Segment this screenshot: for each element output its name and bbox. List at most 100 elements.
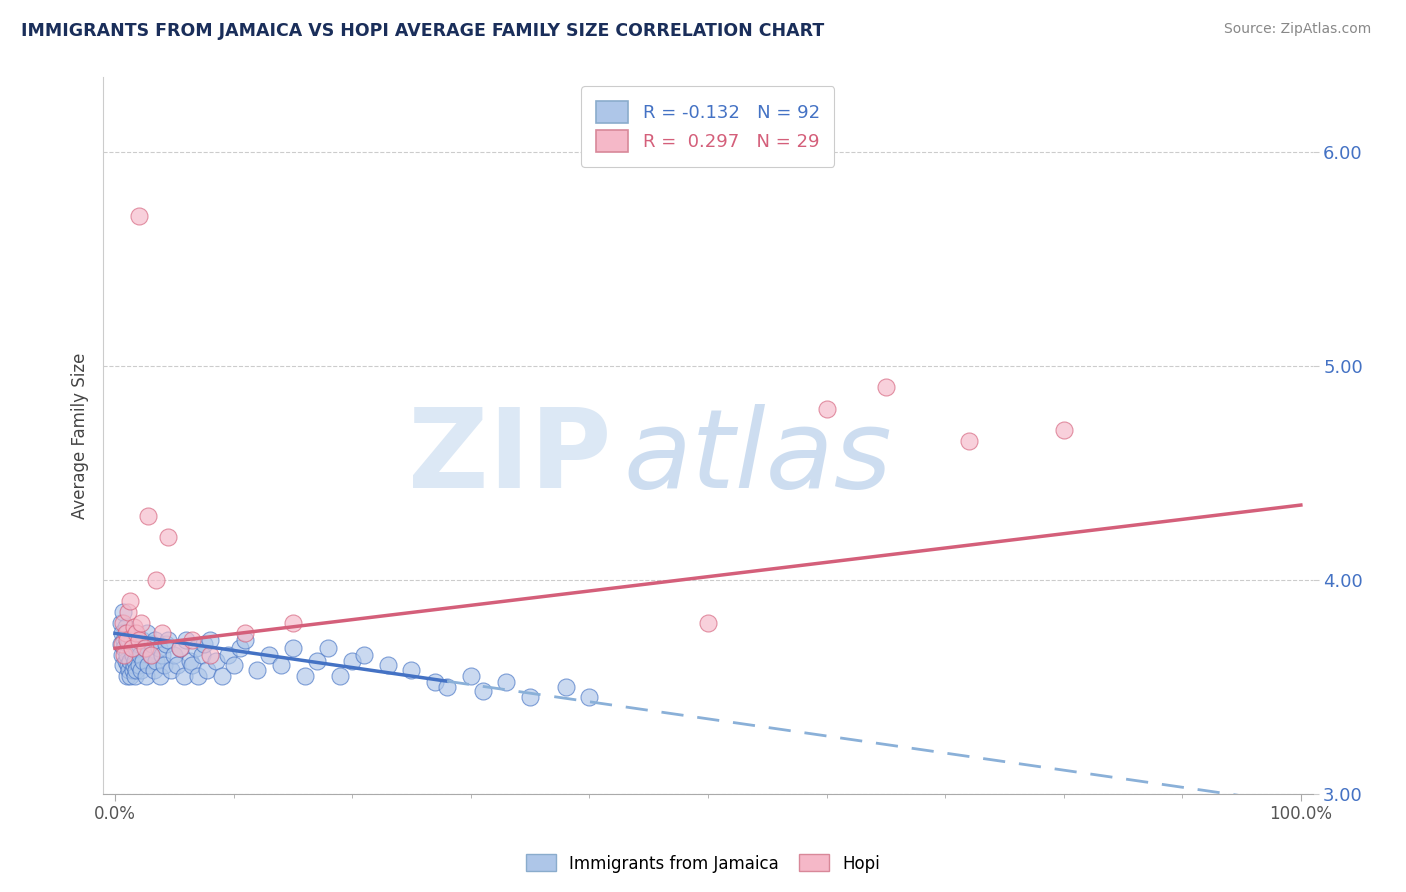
Point (149, 669, 172, 683)
Point (139, 648, 162, 662)
Point (128, 210, 150, 224)
Point (401, 663, 423, 677)
Point (148, 641, 170, 656)
Point (198, 632, 221, 647)
Point (257, 648, 280, 662)
Point (141, 637, 163, 651)
Text: atlas: atlas (623, 403, 891, 510)
Legend: Immigrants from Jamaica, Hopi: Immigrants from Jamaica, Hopi (519, 847, 887, 880)
Point (211, 669, 233, 683)
Point (294, 669, 316, 683)
Point (198, 648, 221, 662)
Point (217, 648, 239, 662)
Point (115, 626, 138, 640)
Point (152, 626, 174, 640)
Point (143, 663, 166, 677)
Point (114, 654, 136, 668)
Point (122, 620, 145, 634)
Point (152, 658, 174, 673)
Point (152, 648, 174, 662)
Point (134, 641, 156, 656)
Point (115, 669, 138, 683)
Text: IMMIGRANTS FROM JAMAICA VS HOPI AVERAGE FAMILY SIZE CORRELATION CHART: IMMIGRANTS FROM JAMAICA VS HOPI AVERAGE … (21, 22, 824, 40)
Point (169, 641, 191, 656)
Point (305, 654, 328, 668)
Point (114, 626, 136, 640)
Point (112, 615, 135, 630)
Point (173, 669, 195, 683)
Point (112, 605, 135, 619)
Point (181, 632, 204, 647)
Point (270, 830, 292, 844)
Point (318, 641, 340, 656)
Point (128, 632, 150, 647)
Point (128, 658, 150, 673)
Legend: R = -0.132   N = 92, R =  0.297   N = 29: R = -0.132 N = 92, R = 0.297 N = 29 (582, 87, 834, 167)
Point (120, 594, 142, 608)
Point (128, 637, 150, 651)
Point (134, 641, 156, 656)
Point (117, 605, 139, 619)
Point (377, 658, 399, 673)
Point (235, 632, 257, 647)
Point (128, 648, 150, 662)
Point (353, 648, 375, 662)
Point (121, 641, 143, 656)
Point (120, 669, 142, 683)
Text: ZIP: ZIP (408, 403, 612, 510)
Point (246, 663, 269, 677)
Point (135, 669, 157, 683)
Point (204, 654, 226, 668)
Point (110, 615, 132, 630)
Point (436, 680, 458, 694)
Point (131, 632, 153, 647)
Point (495, 675, 517, 690)
Point (697, 615, 720, 630)
Point (112, 658, 135, 673)
Point (228, 641, 250, 656)
Point (519, 690, 541, 705)
Point (166, 658, 188, 673)
Point (460, 669, 482, 683)
Point (425, 675, 447, 690)
Y-axis label: Average Family Size: Average Family Size (72, 352, 89, 519)
Point (184, 641, 207, 656)
Point (145, 654, 167, 668)
Point (114, 641, 136, 656)
Point (125, 641, 148, 656)
Point (129, 615, 152, 630)
Point (117, 637, 139, 651)
Point (181, 658, 204, 673)
Point (179, 654, 201, 668)
Point (159, 663, 181, 677)
Point (187, 669, 209, 683)
Point (136, 508, 159, 523)
Point (117, 658, 139, 673)
Point (121, 648, 143, 662)
Point (125, 663, 148, 677)
Point (122, 658, 145, 673)
Point (111, 637, 134, 651)
Point (111, 626, 134, 640)
Point (193, 637, 215, 651)
Point (340, 654, 363, 668)
Point (121, 632, 143, 647)
Point (125, 626, 148, 640)
Point (815, 401, 838, 416)
Point (118, 663, 141, 677)
Point (163, 648, 186, 662)
Point (136, 626, 159, 640)
Point (124, 654, 146, 668)
Point (143, 632, 166, 647)
Point (124, 669, 146, 683)
Point (270, 658, 292, 673)
Point (121, 663, 143, 677)
Point (132, 654, 155, 668)
Point (139, 648, 162, 662)
Point (157, 530, 180, 544)
Point (222, 658, 245, 673)
Point (114, 632, 136, 647)
Point (120, 654, 142, 668)
Point (235, 626, 257, 640)
Point (471, 684, 494, 698)
